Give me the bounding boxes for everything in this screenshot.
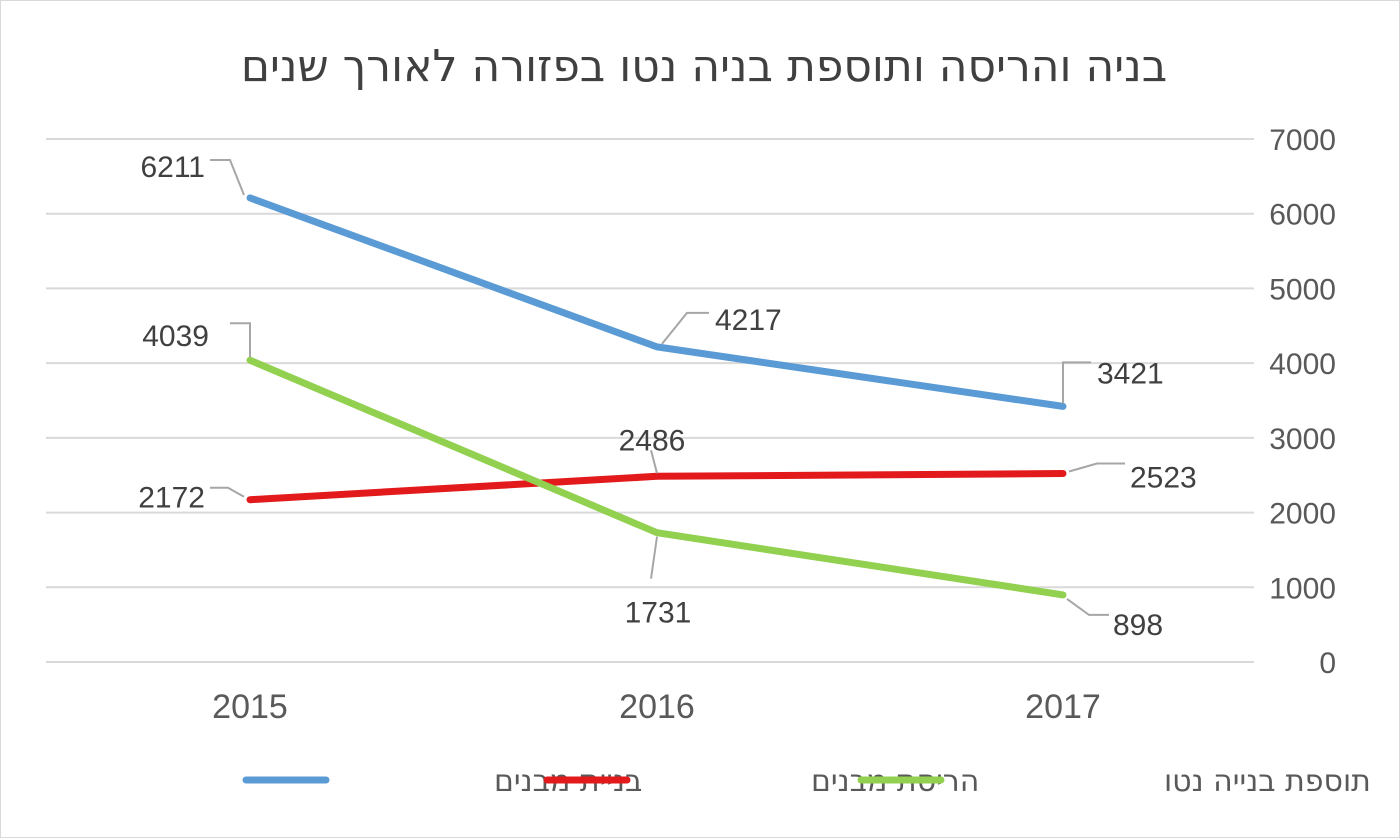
data-label-leader [661, 311, 709, 345]
x-axis: 2015 2016 2017 [212, 688, 1101, 726]
data-label-leader [1066, 598, 1109, 616]
series-line-1 [246, 194, 1067, 410]
chart-title: בניה והריסה ותוספת בניה נטו בפזורה לאורך… [241, 41, 1167, 92]
y-tick-label: 5000 [1269, 273, 1336, 306]
data-label-leader [210, 486, 245, 498]
series-line-2 [246, 470, 1067, 504]
data-label-leader [230, 322, 251, 358]
x-tick-label: 2015 [212, 688, 288, 726]
series-line-3 [246, 356, 1067, 599]
data-label: 6211 [140, 151, 205, 184]
y-tick-label: 0 [1319, 647, 1336, 680]
data-label: 3421 [1097, 357, 1164, 390]
y-tick-label: 2000 [1269, 498, 1336, 531]
data-label-leader [1068, 462, 1125, 473]
data-labels: 6211 4217 3421 2172 2486 2523 4039 1731 898 [138, 151, 1197, 642]
y-tick-label: 4000 [1269, 348, 1336, 381]
data-label-leader [210, 158, 245, 196]
series-lines [246, 194, 1067, 599]
y-tick-label: 3000 [1269, 423, 1336, 456]
data-label-leader [1062, 361, 1091, 404]
y-tick-label: 6000 [1269, 199, 1336, 232]
data-label: 1731 [625, 597, 692, 630]
data-label: 4217 [715, 304, 782, 337]
data-label: 898 [1113, 609, 1163, 642]
legend-label-3: תוספת בנייה נטו [1164, 764, 1371, 799]
data-label: 4039 [142, 320, 209, 353]
gridlines [46, 138, 1254, 663]
data-label: 2523 [1130, 461, 1197, 494]
y-axis: 0 1000 2000 3000 4000 5000 6000 7000 [1269, 124, 1336, 680]
data-label-leader [650, 450, 658, 474]
data-label-leader [650, 536, 658, 579]
y-tick-label: 1000 [1269, 572, 1336, 605]
x-tick-label: 2016 [619, 688, 695, 726]
y-tick-label: 7000 [1269, 124, 1336, 157]
x-tick-label: 2017 [1025, 688, 1101, 726]
data-label-leaders [210, 158, 1125, 616]
data-label: 2486 [619, 424, 686, 457]
data-label: 2172 [138, 482, 205, 515]
